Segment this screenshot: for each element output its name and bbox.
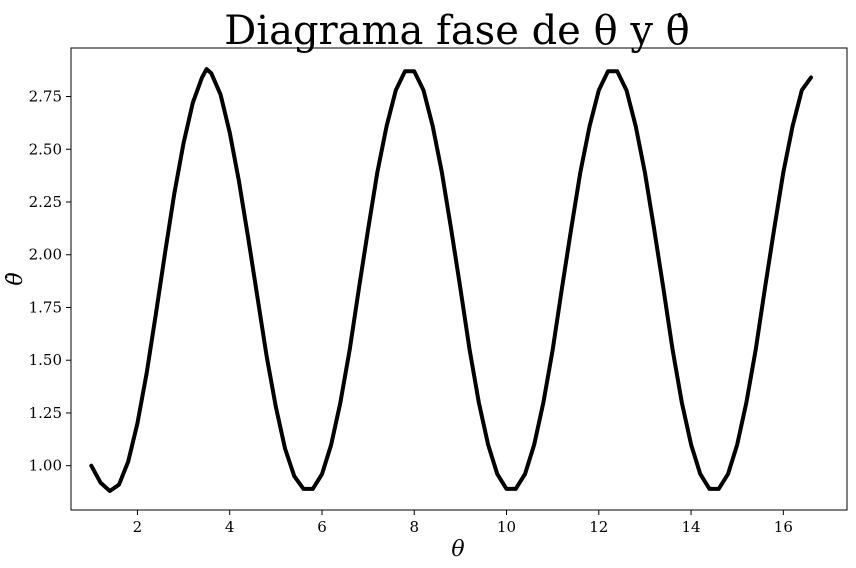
x-tick-label: 4 xyxy=(225,518,235,536)
y-tick-label: 2.75 xyxy=(29,88,62,106)
y-axis: 1.00 1.25 1.50 1.75 2.00 2.25 2.50 2.75 xyxy=(29,88,71,475)
y-tick-label: 1.75 xyxy=(29,298,62,316)
x-axis-label: θ xyxy=(451,537,464,562)
x-tick-label: 6 xyxy=(317,518,327,536)
series-group xyxy=(89,67,813,493)
series-line-0 xyxy=(89,67,813,493)
chart-title: Diagrama fase de θ y θ̇ xyxy=(224,8,690,54)
y-tick-label: 1.50 xyxy=(29,351,62,369)
y-tick-label: 1.25 xyxy=(29,404,62,422)
y-tick-label: 2.25 xyxy=(29,193,62,211)
plot-frame xyxy=(70,47,848,511)
x-tick-label: 12 xyxy=(589,518,608,536)
x-tick-label: 16 xyxy=(774,518,793,536)
x-tick-label: 14 xyxy=(682,518,701,536)
y-tick-label: 2.50 xyxy=(29,140,62,158)
x-tick-label: 8 xyxy=(409,518,419,536)
y-tick-label: 2.00 xyxy=(29,246,62,264)
x-tick-label: 10 xyxy=(497,518,516,536)
y-tick-label: 1.00 xyxy=(29,457,62,475)
x-tick-label: 2 xyxy=(133,518,143,536)
x-axis: 2 4 6 8 10 12 14 16 xyxy=(133,510,793,536)
y-axis-label: θ̇ xyxy=(3,272,28,285)
